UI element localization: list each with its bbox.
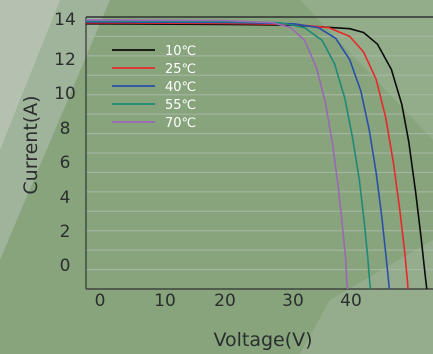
series-line-2 <box>85 22 409 290</box>
y-tick-label: 10 <box>54 84 76 104</box>
x-tick-labels: 0 10 20 30 40 <box>95 291 362 311</box>
y-tick-label: 8 <box>60 119 71 139</box>
y-tick-label: 12 <box>54 50 76 70</box>
y-tick-label: 0 <box>60 256 71 276</box>
y-tick-label: 14 <box>54 10 76 30</box>
x-tick-label: 20 <box>214 291 236 311</box>
legend-label: 70℃ <box>165 116 196 131</box>
legend-label: 40℃ <box>165 80 196 95</box>
y-tick-label: 2 <box>60 222 71 242</box>
legend: 10℃ 25℃ 40℃ 55℃ 70℃ <box>112 44 196 131</box>
x-tick-label: 30 <box>282 291 304 311</box>
legend-label: 55℃ <box>165 98 196 113</box>
y-tick-label: 4 <box>60 188 71 208</box>
series-lines <box>85 19 428 290</box>
gridlines <box>86 35 433 271</box>
legend-label: 25℃ <box>165 62 196 77</box>
y-axis-title: Current(A) <box>20 95 42 194</box>
y-tick-label: 6 <box>60 153 71 173</box>
x-tick-label: 0 <box>95 291 106 311</box>
x-tick-label: 40 <box>340 291 362 311</box>
y-tick-labels: 0 2 4 6 8 10 12 14 <box>54 10 76 276</box>
x-tick-label: 10 <box>154 291 176 311</box>
series-line-1 <box>85 23 428 290</box>
series-line-4 <box>85 20 372 290</box>
x-axis-title: Voltage(V) <box>213 329 312 351</box>
axes <box>85 16 433 290</box>
series-line-5 <box>85 19 349 290</box>
series-line-3 <box>85 21 391 290</box>
legend-label: 10℃ <box>165 44 196 59</box>
